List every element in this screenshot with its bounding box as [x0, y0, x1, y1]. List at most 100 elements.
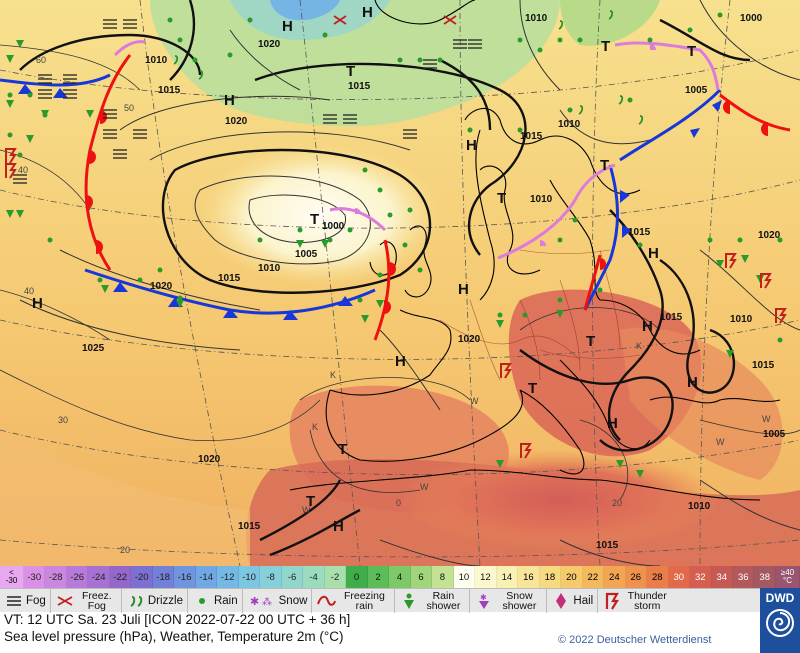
isotherm-label: W	[302, 505, 311, 515]
low-center: T	[600, 157, 609, 174]
legend-drizzle-label: Drizzle	[147, 594, 183, 607]
isobar-label: 1020	[458, 334, 481, 345]
rain-shower-icon	[496, 320, 504, 328]
isobar-label: 1015	[752, 360, 775, 371]
isotherm-label: 60	[36, 55, 46, 65]
occluded-fronts	[113, 40, 720, 260]
drizzle-icon	[638, 115, 644, 125]
isobar-label: 1010	[145, 55, 168, 66]
rain-icon	[7, 132, 13, 138]
rain-icon	[522, 312, 528, 318]
rain-icon	[627, 97, 633, 103]
rain-icon	[347, 227, 353, 233]
high-center: H	[333, 518, 344, 535]
scale-unit: °C	[783, 576, 792, 585]
thunderstorm-icon	[5, 148, 17, 164]
rain-shower-icon	[636, 470, 644, 478]
high-center: H	[362, 4, 373, 21]
rain-shower-icon	[16, 40, 24, 48]
rain-shower-icon	[556, 310, 564, 318]
rain-icon	[357, 297, 363, 303]
legend-snow: ✱ ⁂ Snow	[243, 588, 313, 613]
rain-shower-icon	[176, 300, 184, 308]
scale-cell: -4	[303, 566, 325, 588]
pressure-centers: H H H H H H H H H H H H T T T T T T T T …	[32, 4, 698, 535]
isobar-label: 1015	[596, 540, 619, 551]
rain-icon	[297, 227, 303, 233]
dwd-spiral-icon	[766, 609, 794, 637]
scale-cells: -30 -28 -26 -24 -22 -20 -18 -16 -14 -12 -10 -8 -6 -4-…	[24, 566, 776, 588]
rain-shower-icon	[86, 110, 94, 118]
copyright-text: © 2022 Deutscher Wetterdienst	[558, 634, 712, 646]
cold-front-atlantic	[84, 268, 376, 320]
weather-symbols	[5, 10, 787, 478]
rain-icon	[647, 37, 653, 43]
weather-legend: Fog Freez. Fog Drizzle Rain ✱ ⁂ Snow Free…	[0, 588, 760, 613]
high-center: H	[282, 18, 293, 35]
hail-icon	[551, 591, 571, 611]
rain-shower-icon	[321, 240, 329, 248]
drizzle-icon	[126, 591, 146, 611]
scale-cell: -12	[217, 566, 239, 588]
isobars-thin	[19, 0, 800, 566]
thunderstorm-icon	[760, 273, 772, 289]
rain-shower-icon	[399, 591, 419, 611]
rain-icon	[557, 297, 563, 303]
rain-icon	[167, 17, 173, 23]
drizzle-icon	[558, 20, 564, 30]
rain-icon	[777, 237, 783, 243]
isobar-label: 1015	[660, 312, 683, 323]
freezing-rain-icon	[316, 591, 337, 611]
isotherm-label: 20	[120, 545, 130, 555]
rain-icon	[407, 207, 413, 213]
chart-description: Sea level pressure (hPa), Weather, Tempe…	[4, 629, 344, 644]
rain-icon	[567, 107, 573, 113]
low-center: T	[310, 211, 319, 228]
warm-area-southwest	[0, 430, 250, 566]
rain-shower-icon	[716, 260, 724, 268]
rain-icon	[322, 32, 328, 38]
isotherm-label: K	[312, 422, 318, 432]
warm-front-uk	[373, 239, 396, 341]
rain-icon	[577, 37, 583, 43]
svg-text:✱: ✱	[480, 593, 487, 602]
temperature-scale: < -30 -30 -28 -26 -24 -22 -20 -18 -16 -14 -12 -10-…	[0, 566, 800, 588]
scale-cell: -6	[281, 566, 304, 588]
isobar-label: 1020	[198, 454, 221, 465]
isotherm-label: 30	[58, 415, 68, 425]
rain-shower-icon	[361, 315, 369, 323]
legend-fog-label: Fog	[26, 594, 46, 607]
rain-icon	[97, 277, 103, 283]
rain-icon	[157, 267, 163, 273]
scale-min-symbol: <	[9, 568, 14, 577]
thunderstorm-icon	[725, 253, 737, 269]
rain-icon	[417, 267, 423, 273]
scale-cell: -22	[109, 566, 132, 588]
high-center: H	[224, 92, 235, 109]
valid-time-text: VT: 12 UTC Sa. 23 Juli [ICON 2022-07-22 …	[4, 612, 351, 627]
isobar-label: 1005	[685, 85, 708, 96]
weather-map: 1010 1015 1020 1020 1000 1005 1010 1015 …	[0, 0, 800, 566]
legend-rain: Rain	[188, 588, 243, 613]
legend-freezing-rain-label: Freezing rain	[343, 589, 385, 612]
rain-icon	[7, 92, 13, 98]
legend-thunderstorm: Thunder storm	[598, 589, 674, 613]
legend-snow-label: Snow	[278, 594, 308, 607]
snow-shower-icon: ✱	[474, 591, 494, 611]
legend-drizzle: Drizzle	[122, 588, 188, 613]
low-center: T	[306, 493, 315, 510]
hot-core-africa	[400, 450, 720, 550]
rain-shower-icon	[616, 460, 624, 468]
scale-cell: 30	[668, 566, 691, 588]
rain-icon	[707, 237, 713, 243]
low-center: T	[528, 380, 537, 397]
warm-area-east	[620, 327, 783, 480]
rain-icon	[192, 591, 212, 611]
rain-shower-icon	[26, 135, 34, 143]
isobar-label: 1000	[322, 221, 345, 232]
rain-icon	[777, 337, 783, 343]
rain-icon	[257, 237, 263, 243]
legend-hail: Hail	[547, 588, 599, 613]
thunderstorm-icon	[5, 163, 17, 179]
isobar-label: 1005	[763, 429, 786, 440]
